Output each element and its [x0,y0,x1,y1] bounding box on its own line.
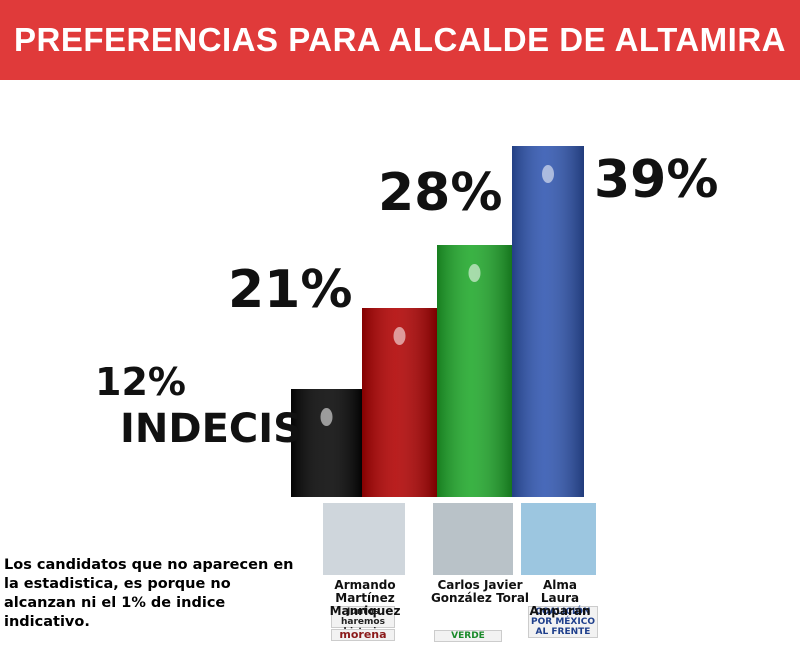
bar-shade [437,245,512,497]
value-label: 12% [95,360,186,404]
value-label: 28% [378,163,503,223]
bar-highlight [468,264,481,282]
candidate-name: Alma Laura Amparan [529,578,591,618]
bar-highlight [542,165,554,183]
value-label: 39% [594,150,719,210]
title-banner [0,0,800,80]
candidate-photo [433,503,513,575]
candidate-name: Carlos Javier González Toral [430,578,530,605]
bar-highlight [320,408,333,426]
chart-title: PREFERENCIAS PARA ALCALDE DE ALTAMIRA [14,21,786,58]
candidate-photo [521,503,596,575]
footnote: Los candidatos que no aparecen en la est… [4,557,294,630]
value-label: 21% [228,260,353,320]
bar-shade [512,146,584,497]
candidate-photo [323,503,405,575]
bar-shade [291,389,362,497]
category-label-big: INDECIS [120,406,302,452]
party-logo: morena [331,629,395,641]
candidate-name: Armando Martínez Manriquez [329,578,401,618]
party-logo: VERDE [434,630,502,642]
party-logo: COALICIÓN POR MÉXICO AL FRENTE [528,606,598,638]
bar-highlight [393,327,406,345]
